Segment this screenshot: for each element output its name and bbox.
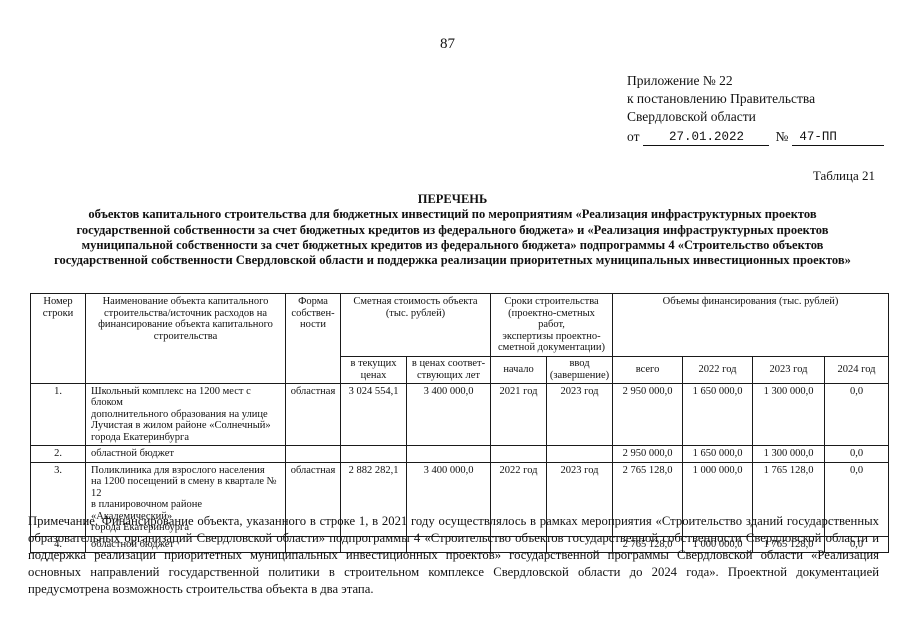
cell-cost-current: 2 882 282,1 — [340, 461, 407, 537]
cell-ownership — [285, 445, 341, 463]
cell-fin-2024: 0,0 — [824, 382, 890, 446]
cell-row-number: 3. — [30, 461, 86, 537]
cell-row-number: 1. — [30, 382, 86, 446]
page-number: 87 — [440, 36, 455, 52]
col-header-fin-total: всего — [612, 355, 684, 384]
table-header-row-sub: в текущих ценах в ценах соответ- ствующи… — [31, 355, 890, 384]
cell-cost-current — [340, 445, 407, 463]
col-header-start: начало — [490, 355, 548, 384]
cell-cost-years: 3 400 000,0 — [405, 461, 492, 537]
appendix-title: Приложение № 22 — [627, 73, 733, 88]
cell-end: 2023 год — [546, 461, 614, 537]
table-row: 3. Поликлиника для взрослого населения н… — [30, 461, 890, 537]
decree-from-label: от — [627, 129, 640, 145]
table-row: 2. областной бюджет 2 950 000,0 1 650 00… — [30, 445, 890, 463]
col-header-ownership: Форма собствен- ности — [285, 293, 341, 384]
col-header-fin-2024: 2024 год — [824, 355, 890, 384]
col-header-cost-current: в текущих ценах — [340, 355, 407, 384]
document-title: ПЕРЕЧЕНЬ объектов капитального строитель… — [22, 192, 883, 268]
cell-fin-total: 2 765 128,0 — [612, 535, 684, 553]
cell-fin-2023: 1 765 128,0 — [752, 535, 826, 553]
col-header-fin-2023: 2023 год — [752, 355, 826, 384]
document-title-heading: ПЕРЕЧЕНЬ — [417, 192, 488, 206]
cell-start: 2022 год — [490, 461, 548, 537]
cell-row-number: 2. — [30, 445, 86, 463]
table-row: 4. областной бюджет 2 765 128,0 1 000 00… — [30, 535, 890, 553]
col-header-object-name: Наименование объекта капитального строит… — [85, 293, 286, 384]
col-header-row-number: Номер строки — [30, 293, 86, 384]
cell-object-name: Поликлиника для взрослого населения на 1… — [85, 461, 286, 537]
col-header-cost-years: в ценах соответ- ствующих лет — [405, 355, 492, 384]
footnote: Примечание. Финансирование объекта, указ… — [28, 514, 879, 597]
decree-no-label: № — [775, 129, 789, 145]
cell-end — [546, 445, 614, 463]
cell-fin-2023: 1 300 000,0 — [752, 445, 826, 463]
cell-object-name: Школьный комплекс на 1200 мест с блоком … — [85, 382, 286, 446]
cell-object-name: областной бюджет — [85, 535, 286, 553]
cell-fin-total: 2 950 000,0 — [612, 445, 684, 463]
cell-fin-2022: 1 650 000,0 — [682, 445, 754, 463]
cell-fin-2024: 0,0 — [824, 461, 890, 537]
table-number-label: Таблица 21 — [812, 168, 875, 183]
cell-object-name: областной бюджет — [85, 445, 286, 463]
col-header-fin-2022: 2022 год — [682, 355, 754, 384]
cell-cost-years — [405, 535, 492, 553]
cell-fin-2024: 0,0 — [824, 535, 890, 553]
appendix-line-3: Свердловской области — [627, 108, 756, 124]
appendix-line-2: к постановлению Правительства — [627, 90, 816, 106]
decree-number-value: 47-ПП — [792, 129, 885, 147]
col-group-estimated-cost: Сметная стоимость объекта (тыс. рублей) — [339, 293, 492, 357]
appendix-block: Приложение № 22 к постановлению Правител… — [627, 72, 885, 147]
table-row: 1. Школьный комплекс на 1200 мест с блок… — [30, 382, 890, 446]
cell-cost-years — [405, 445, 492, 463]
cell-fin-2023: 1 765 128,0 — [752, 461, 826, 537]
cell-fin-2024: 0,0 — [824, 445, 890, 463]
cell-fin-total: 2 950 000,0 — [612, 382, 684, 446]
cell-ownership: областная — [285, 382, 341, 446]
decree-date-value: 27.01.2022 — [643, 129, 770, 147]
construction-objects-table: Номер строки Наименование объекта капита… — [30, 293, 890, 553]
cell-start — [490, 445, 548, 463]
col-group-financing: Объемы финансирования (тыс. рублей) — [612, 293, 890, 357]
cell-end: 2023 год — [546, 382, 614, 446]
decree-date-line: от 27.01.2022 № 47-ПП — [627, 128, 885, 147]
table-header-row-groups: Номер строки Наименование объекта капита… — [30, 293, 890, 384]
cell-cost-years: 3 400 000,0 — [405, 382, 492, 446]
col-header-end: ввод (завершение) — [546, 355, 614, 384]
document-title-body: объектов капитального строительства для … — [54, 207, 851, 267]
cell-fin-2022: 1 650 000,0 — [682, 382, 754, 446]
col-group-construction-terms: Сроки строительства (проектно-сметных ра… — [490, 293, 614, 357]
cell-fin-2023: 1 300 000,0 — [752, 382, 826, 446]
cell-start: 2021 год — [490, 382, 548, 446]
cell-cost-current: 3 024 554,1 — [340, 382, 407, 446]
cell-fin-2022: 1 000 000,0 — [682, 535, 754, 553]
